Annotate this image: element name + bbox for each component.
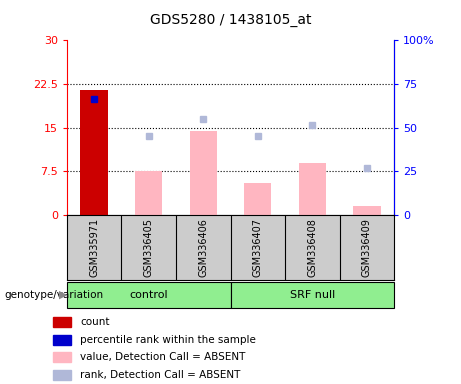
Text: GSM336408: GSM336408 <box>307 218 317 277</box>
Bar <box>53 317 71 327</box>
Bar <box>81 90 108 215</box>
Text: GSM336405: GSM336405 <box>144 218 154 277</box>
Bar <box>353 206 380 215</box>
Text: GSM335971: GSM335971 <box>89 218 99 277</box>
Text: percentile rank within the sample: percentile rank within the sample <box>80 334 256 344</box>
Text: ▶: ▶ <box>59 290 67 300</box>
Bar <box>53 334 71 344</box>
Text: GSM336407: GSM336407 <box>253 218 263 277</box>
Text: control: control <box>130 290 168 300</box>
Text: genotype/variation: genotype/variation <box>5 290 104 300</box>
Text: SRF null: SRF null <box>290 290 335 300</box>
Bar <box>299 163 326 215</box>
Bar <box>244 183 272 215</box>
FancyBboxPatch shape <box>230 282 394 308</box>
Bar <box>135 171 162 215</box>
Text: count: count <box>80 317 109 327</box>
Text: rank, Detection Call = ABSENT: rank, Detection Call = ABSENT <box>80 370 240 380</box>
Text: GSM336406: GSM336406 <box>198 218 208 277</box>
Bar <box>53 370 71 380</box>
Text: GDS5280 / 1438105_at: GDS5280 / 1438105_at <box>150 13 311 27</box>
FancyBboxPatch shape <box>67 282 230 308</box>
Text: value, Detection Call = ABSENT: value, Detection Call = ABSENT <box>80 353 245 362</box>
Bar <box>53 353 71 362</box>
Text: GSM336409: GSM336409 <box>362 218 372 277</box>
Bar <box>189 131 217 215</box>
